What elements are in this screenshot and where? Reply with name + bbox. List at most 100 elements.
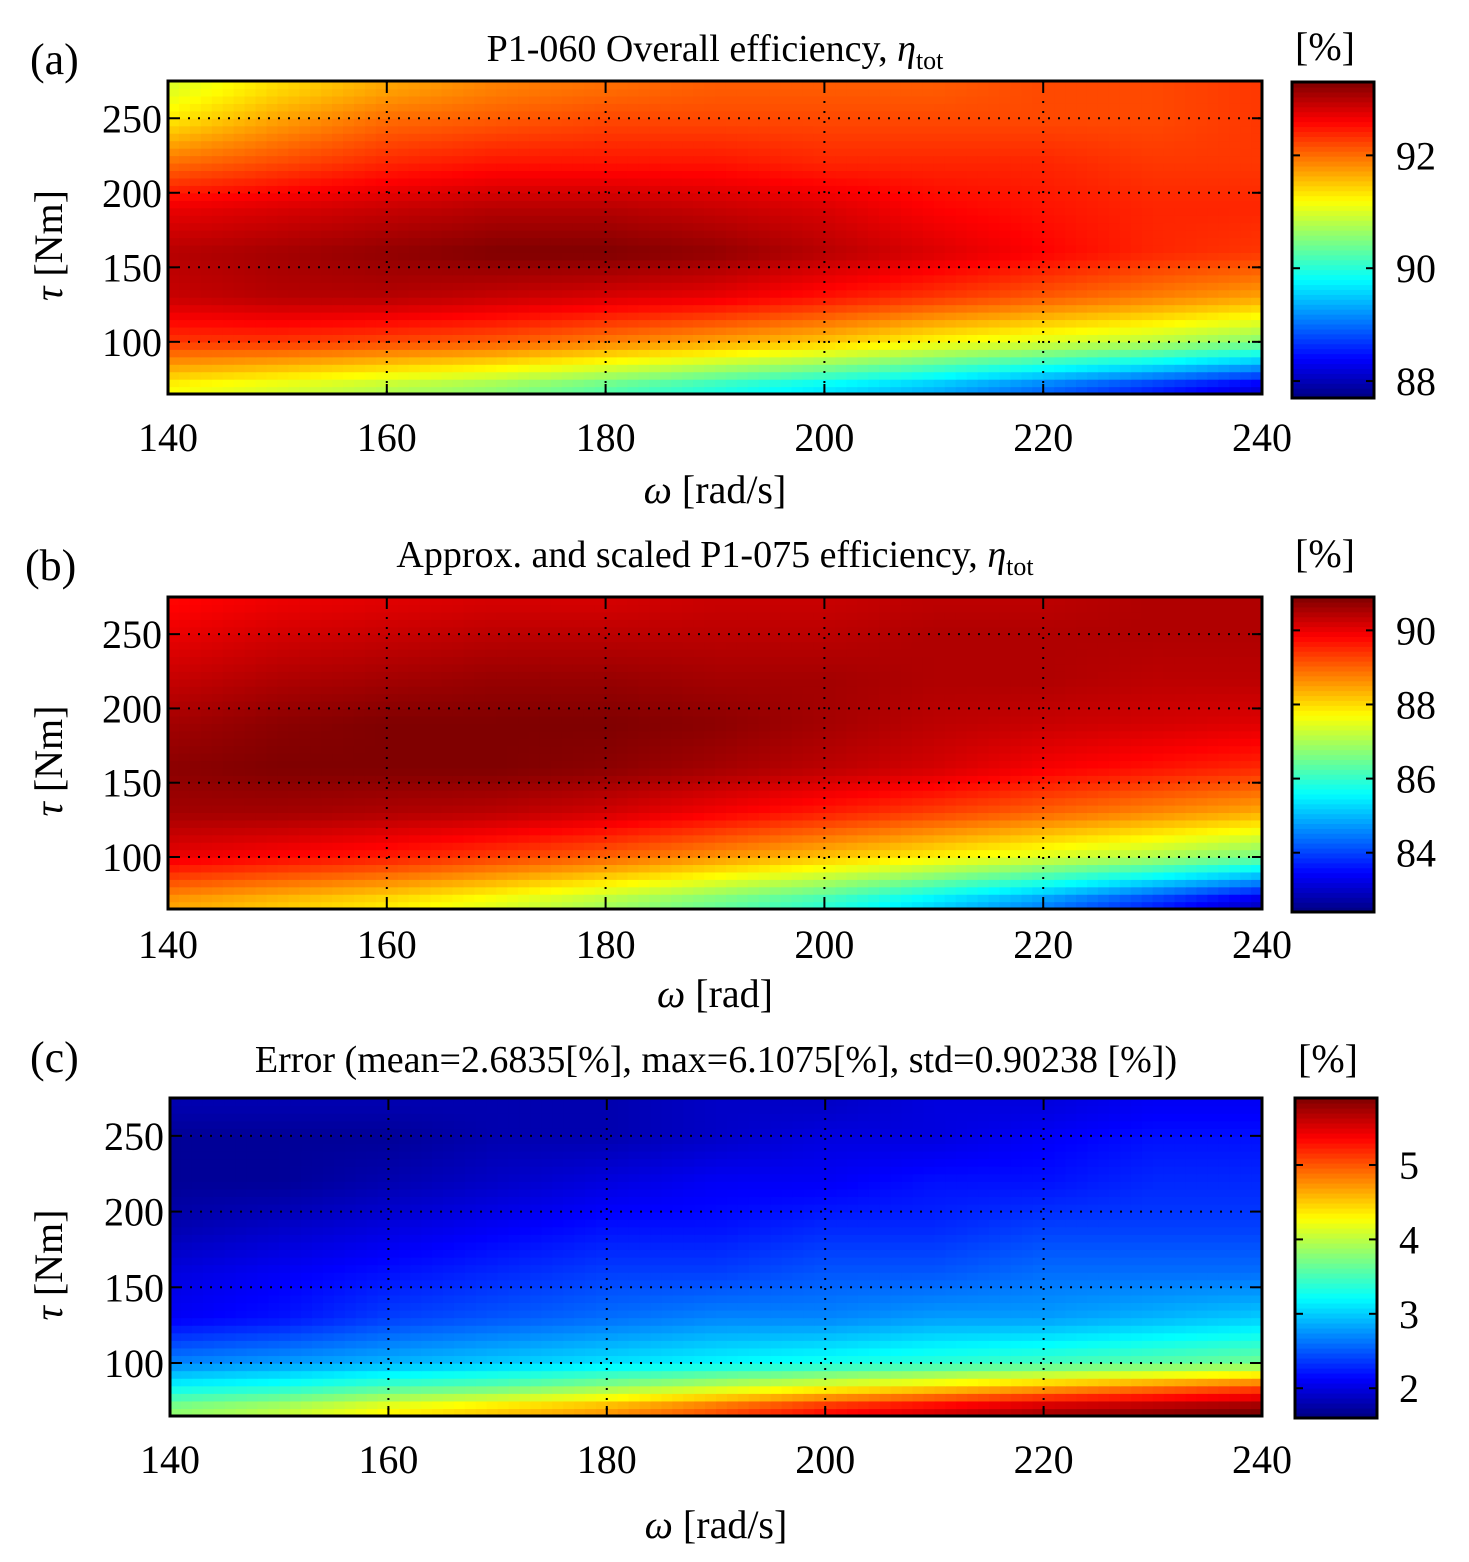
heatmap-cell (529, 319, 541, 328)
heatmap-cell (1043, 237, 1055, 246)
heatmap-cell (1207, 222, 1219, 231)
heatmap-cell (758, 871, 771, 880)
heatmap-cell (649, 289, 661, 298)
heatmap-cell (1152, 371, 1165, 380)
heatmap-cell (813, 871, 825, 880)
heatmap-cell (1065, 237, 1077, 246)
heatmap-cell (408, 222, 421, 231)
heatmap-cell (966, 319, 979, 328)
heatmap-cell (594, 259, 607, 268)
heatmap-cell (397, 326, 410, 335)
heatmap-cell (332, 170, 344, 179)
heatmap-cell (1163, 282, 1176, 291)
heatmap-cell (430, 103, 443, 112)
heatmap-cell (419, 871, 432, 880)
heatmap-cell (1141, 349, 1154, 358)
heatmap-cell (890, 222, 902, 231)
heatmap-cell (1207, 170, 1219, 179)
heatmap-cell (244, 326, 257, 335)
heatmap-cell (660, 871, 672, 880)
heatmap-cell (1021, 95, 1033, 104)
heatmap-cell (780, 200, 793, 209)
heatmap-cell (1065, 886, 1077, 895)
heatmap-cell (452, 155, 464, 164)
heatmap-cell (1043, 95, 1055, 104)
heatmap-cell (332, 207, 344, 216)
heatmap-cell (1152, 118, 1165, 127)
heatmap-cell (900, 371, 913, 380)
heatmap-cell (769, 879, 782, 888)
heatmap-cell (616, 326, 629, 335)
heatmap-cell (1251, 341, 1263, 350)
heatmap-cell (1086, 356, 1099, 365)
heatmap-cell (583, 282, 596, 291)
heatmap-cell (1141, 103, 1154, 112)
heatmap-cell (1218, 334, 1230, 343)
heatmap-cell (780, 103, 793, 112)
heatmap-cell (1010, 244, 1022, 253)
heatmap-cell (200, 379, 213, 388)
heatmap-cell (397, 148, 410, 157)
heatmap-cell (933, 170, 946, 179)
heatmap-cell (386, 222, 399, 231)
heatmap-cell (933, 312, 946, 321)
heatmap-cell (507, 244, 519, 253)
heatmap-cell (233, 103, 246, 112)
heatmap-cell (397, 282, 410, 291)
heatmap-cell (288, 118, 300, 127)
heatmap-cell (1152, 95, 1165, 104)
heatmap-cell (1229, 386, 1241, 395)
heatmap-cell (343, 371, 355, 380)
heatmap-cell (321, 244, 333, 253)
colorbar-band (1292, 323, 1374, 330)
heatmap-cell (824, 110, 836, 119)
heatmap-cell (1207, 886, 1219, 895)
heatmap-cell (463, 148, 475, 157)
heatmap-cell (518, 857, 530, 866)
heatmap-cell (1130, 289, 1143, 298)
heatmap-cell (1021, 894, 1033, 903)
heatmap-cell (518, 95, 530, 104)
heatmap-cell (1218, 237, 1230, 246)
heatmap-cell (200, 252, 213, 261)
heatmap-cell (671, 312, 683, 321)
heatmap-cell (321, 207, 333, 216)
heatmap-cell (353, 886, 366, 895)
heatmap-cell (310, 364, 322, 373)
heatmap-cell (1163, 267, 1176, 276)
colorbar-band (1292, 180, 1374, 187)
heatmap-cell (999, 155, 1011, 164)
heatmap-cell (375, 304, 388, 313)
heatmap-cell (266, 170, 278, 179)
heatmap-cell (824, 237, 836, 246)
heatmap-cell (660, 155, 672, 164)
heatmap-cell (550, 88, 563, 97)
heatmap-cell (911, 901, 924, 910)
heatmap-cell (1097, 162, 1110, 172)
heatmap-cell (671, 857, 683, 866)
heatmap-cell (353, 871, 366, 880)
heatmap-cell (1076, 192, 1088, 201)
heatmap-cell (189, 894, 202, 903)
heatmap-cell (900, 312, 913, 321)
heatmap-cell (715, 207, 727, 216)
heatmap-cell (233, 319, 246, 328)
heatmap-cell (1032, 170, 1044, 179)
heatmap-cell (1240, 244, 1252, 253)
heatmap-cell (671, 886, 683, 895)
heatmap-cell (616, 259, 629, 268)
heatmap-cell (353, 155, 366, 164)
heatmap-cell (539, 901, 552, 910)
heatmap-cell (704, 871, 716, 880)
heatmap-cell (518, 215, 530, 224)
heatmap-cell (1021, 244, 1033, 253)
heatmap-cell (922, 244, 935, 253)
heatmap-cell (835, 267, 847, 276)
heatmap-cell (1076, 274, 1088, 283)
heatmap-cell (496, 386, 508, 395)
heatmap-cell (977, 319, 990, 328)
heatmap-cell (627, 177, 640, 186)
heatmap-cell (572, 244, 585, 253)
heatmap-cell (616, 103, 629, 112)
heatmap-cell (1218, 871, 1230, 880)
